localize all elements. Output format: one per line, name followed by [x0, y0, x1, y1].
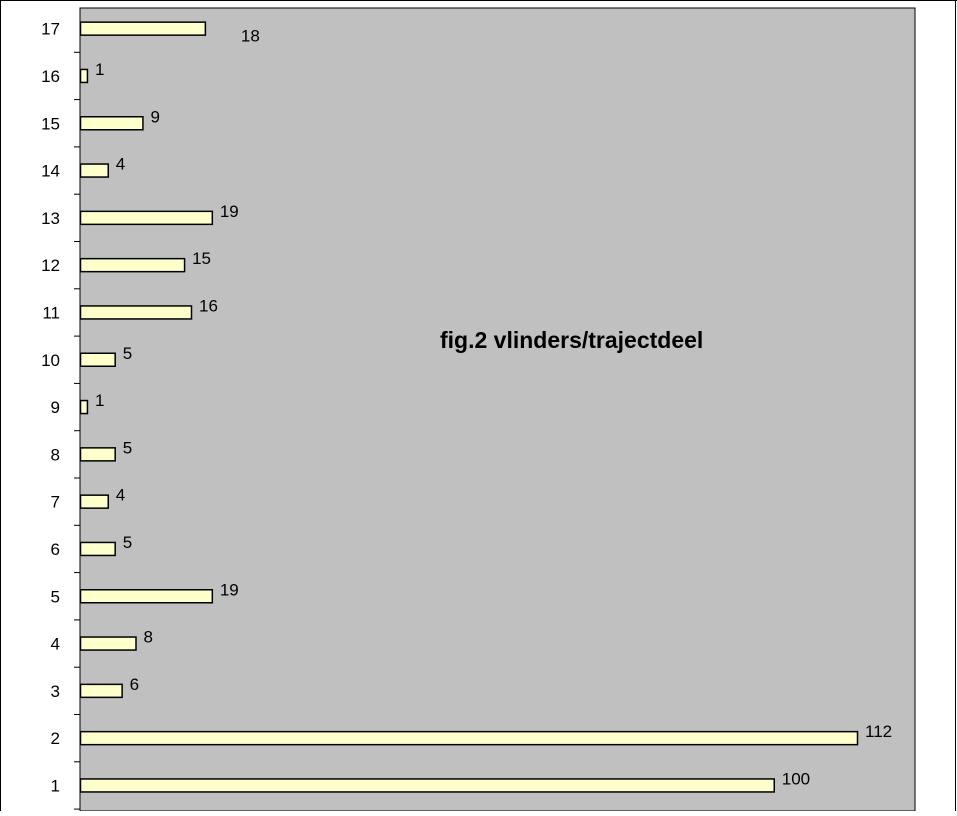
- bars: [79, 21, 859, 793]
- category-label-17: 17: [41, 20, 60, 39]
- bar-9: [79, 399, 89, 415]
- value-label-12: 15: [192, 249, 211, 268]
- bar-16: [79, 68, 89, 84]
- category-label-6: 6: [51, 540, 60, 559]
- bar-2: [79, 730, 859, 746]
- bar-17: [79, 21, 207, 36]
- value-label-1: 100: [782, 769, 810, 788]
- bar-13: [79, 210, 214, 226]
- bar-15: [79, 116, 144, 131]
- category-label-12: 12: [41, 256, 60, 275]
- value-label-15: 9: [150, 107, 159, 126]
- bar-10: [79, 352, 116, 367]
- value-label-2: 112: [865, 722, 892, 741]
- value-label-5: 19: [220, 580, 239, 599]
- category-label-8: 8: [51, 445, 60, 464]
- bar-12: [79, 257, 186, 273]
- category-label-16: 16: [41, 67, 60, 86]
- bar-6: [79, 541, 116, 557]
- bar-8: [79, 447, 116, 462]
- category-label-3: 3: [51, 682, 60, 701]
- category-label-5: 5: [51, 587, 60, 606]
- value-label-17: 18: [241, 27, 260, 46]
- bar-14: [79, 163, 109, 178]
- value-label-16: 1: [95, 60, 104, 79]
- plot-area: [79, 7, 916, 812]
- category-label-7: 7: [51, 493, 60, 512]
- chart-title: fig.2 vlinders/trajectdeel: [440, 327, 703, 353]
- bar-1: [79, 778, 775, 793]
- value-label-10: 5: [123, 344, 132, 363]
- axis-ticks: [74, 51, 80, 810]
- bar-3: [79, 683, 123, 699]
- value-label-7: 4: [116, 486, 125, 505]
- value-label-3: 6: [130, 675, 139, 694]
- bar-4: [79, 636, 137, 651]
- category-label-15: 15: [41, 114, 60, 133]
- category-label-4: 4: [51, 635, 60, 654]
- value-label-9: 1: [95, 391, 104, 410]
- category-label-10: 10: [41, 351, 60, 370]
- category-label-14: 14: [41, 162, 60, 181]
- bar-5: [79, 589, 214, 604]
- category-label-13: 13: [41, 209, 60, 228]
- value-label-4: 8: [144, 628, 153, 647]
- category-label-2: 2: [51, 729, 60, 748]
- value-label-13: 19: [220, 202, 239, 221]
- value-label-6: 5: [123, 533, 132, 552]
- category-label-9: 9: [51, 398, 60, 417]
- value-label-8: 5: [123, 438, 132, 457]
- category-label-1: 1: [51, 776, 60, 795]
- value-label-11: 16: [199, 296, 218, 315]
- bar-7: [79, 494, 109, 509]
- bar-11: [79, 305, 193, 320]
- value-label-14: 4: [116, 155, 125, 174]
- category-label-11: 11: [42, 303, 60, 322]
